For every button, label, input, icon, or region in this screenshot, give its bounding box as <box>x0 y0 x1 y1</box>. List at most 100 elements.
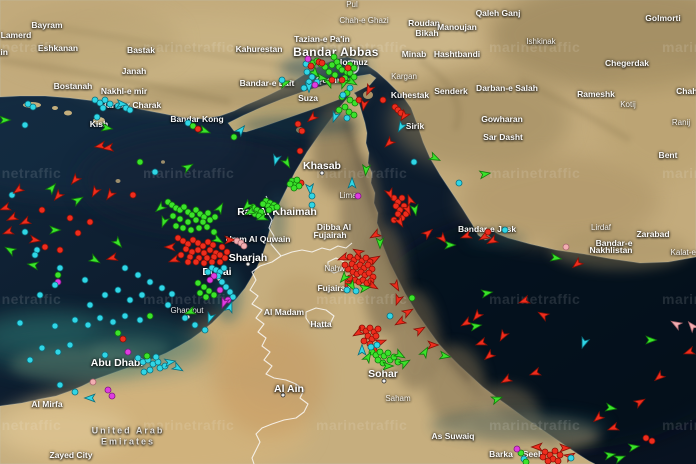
ship-marker-stationary[interactable] <box>230 133 238 141</box>
ship-marker-stationary[interactable] <box>218 243 226 251</box>
ship-marker-underway[interactable] <box>93 140 107 150</box>
ship-marker-underway[interactable] <box>198 124 212 137</box>
ship-marker-underway[interactable] <box>368 228 383 241</box>
ship-marker-stationary[interactable] <box>366 324 374 332</box>
ship-marker-underway[interactable] <box>338 270 352 285</box>
ship-marker-stationary[interactable] <box>192 206 200 214</box>
ship-marker-stationary[interactable] <box>341 103 349 111</box>
ship-marker-stationary[interactable] <box>303 68 311 76</box>
ship-marker-underway[interactable] <box>330 110 342 124</box>
ship-marker-stationary[interactable] <box>484 228 492 236</box>
ship-marker-stationary[interactable] <box>195 224 203 232</box>
ship-marker-stationary[interactable] <box>223 248 231 256</box>
ship-marker-stationary[interactable] <box>379 96 387 104</box>
ship-marker-underway[interactable] <box>104 187 118 202</box>
ship-marker-underway[interactable] <box>652 369 667 383</box>
ship-marker-stationary[interactable] <box>164 301 172 309</box>
ship-marker-stationary[interactable] <box>194 125 202 133</box>
ship-marker-underway[interactable] <box>606 421 620 434</box>
ship-marker-stationary[interactable] <box>328 76 336 84</box>
ship-marker-stationary[interactable] <box>352 287 360 295</box>
ship-marker-stationary[interactable] <box>345 108 353 116</box>
ship-marker-stationary[interactable] <box>204 209 212 217</box>
ship-marker-stationary[interactable] <box>341 261 349 269</box>
ship-marker-stationary[interactable] <box>346 96 354 104</box>
ship-marker-stationary[interactable] <box>181 314 189 322</box>
ship-marker-underway[interactable] <box>219 296 231 310</box>
ship-marker-stationary[interactable] <box>189 236 197 244</box>
ship-marker-stationary[interactable] <box>187 226 195 234</box>
ship-marker-underway[interactable] <box>382 361 395 371</box>
ship-marker-underway[interactable] <box>469 321 483 332</box>
ship-marker-underway[interactable] <box>405 193 417 207</box>
ship-marker-stationary[interactable] <box>66 341 74 349</box>
ship-marker-stationary[interactable] <box>84 321 92 329</box>
ship-marker-stationary[interactable] <box>169 212 177 220</box>
ship-marker-stationary[interactable] <box>209 241 217 249</box>
ship-marker-underway[interactable] <box>1 225 15 238</box>
ship-marker-stationary[interactable] <box>384 349 392 357</box>
ship-marker-underway[interactable] <box>305 110 320 124</box>
ship-marker-stationary[interactable] <box>114 286 122 294</box>
ship-marker-underway[interactable] <box>170 361 185 374</box>
ship-marker-stationary[interactable] <box>218 278 226 286</box>
ship-marker-stationary[interactable] <box>189 122 197 130</box>
ship-marker-stationary[interactable] <box>177 251 185 259</box>
ship-marker-underway[interactable] <box>304 182 315 196</box>
ship-marker-stationary[interactable] <box>71 316 79 324</box>
ship-marker-stationary[interactable] <box>374 356 382 364</box>
ship-marker-underway[interactable] <box>438 350 452 360</box>
ship-marker-stationary[interactable] <box>138 291 146 299</box>
ship-marker-stationary[interactable] <box>101 351 109 359</box>
ship-marker-stationary[interactable] <box>21 228 29 236</box>
ship-marker-underway[interactable] <box>345 278 358 293</box>
ship-marker-stationary[interactable] <box>408 294 416 302</box>
ship-marker-underway[interactable] <box>243 205 258 218</box>
ship-marker-stationary[interactable] <box>191 321 199 329</box>
ship-marker-stationary[interactable] <box>360 337 368 345</box>
ship-marker-underway[interactable] <box>528 366 542 379</box>
ship-marker-stationary[interactable] <box>86 218 94 226</box>
ship-marker-underway[interactable] <box>401 202 414 217</box>
ship-marker-stationary[interactable] <box>372 332 380 340</box>
ship-marker-stationary[interactable] <box>501 226 509 234</box>
ship-marker-stationary[interactable] <box>221 254 229 262</box>
ship-marker-stationary[interactable] <box>308 192 316 200</box>
ship-marker-stationary[interactable] <box>140 368 148 376</box>
ship-marker-stationary[interactable] <box>104 386 112 394</box>
ship-marker-stationary[interactable] <box>307 62 315 70</box>
ship-marker-stationary[interactable] <box>350 64 358 72</box>
ship-marker-stationary[interactable] <box>126 296 134 304</box>
ship-marker-stationary[interactable] <box>522 458 530 464</box>
ship-marker-stationary[interactable] <box>96 314 104 322</box>
ship-marker-stationary[interactable] <box>199 242 207 250</box>
ship-marker-stationary[interactable] <box>96 99 104 107</box>
ship-marker-stationary[interactable] <box>308 201 316 209</box>
ship-marker-stationary[interactable] <box>36 291 44 299</box>
ship-marker-stationary[interactable] <box>54 271 62 279</box>
ship-marker-underway[interactable] <box>315 72 329 82</box>
ship-marker-stationary[interactable] <box>208 258 216 266</box>
ship-marker-stationary[interactable] <box>74 229 82 237</box>
ship-marker-stationary[interactable] <box>392 202 400 210</box>
ship-marker-stationary[interactable] <box>205 287 213 295</box>
ship-marker-underway[interactable] <box>686 319 696 334</box>
ship-marker-underway[interactable] <box>536 309 551 322</box>
ship-marker-stationary[interactable] <box>210 228 218 236</box>
ship-marker-stationary[interactable] <box>146 278 154 286</box>
ship-marker-stationary[interactable] <box>222 283 230 291</box>
ship-marker-stationary[interactable] <box>455 179 463 187</box>
ship-marker-stationary[interactable] <box>54 348 62 356</box>
ship-marker-stationary[interactable] <box>517 449 525 457</box>
ship-marker-stationary[interactable] <box>293 176 301 184</box>
ship-marker-underway[interactable] <box>351 326 366 339</box>
ship-marker-underway[interactable] <box>471 308 485 323</box>
ship-marker-stationary[interactable] <box>265 206 273 214</box>
ship-marker-underway[interactable] <box>474 336 488 349</box>
ship-marker-underway[interactable] <box>397 357 412 370</box>
ship-marker-underway[interactable] <box>613 453 627 464</box>
ship-marker-stationary[interactable] <box>290 184 298 192</box>
ship-marker-stationary[interactable] <box>174 234 182 242</box>
ship-marker-stationary[interactable] <box>136 316 144 324</box>
ship-marker-stationary[interactable] <box>304 55 312 63</box>
